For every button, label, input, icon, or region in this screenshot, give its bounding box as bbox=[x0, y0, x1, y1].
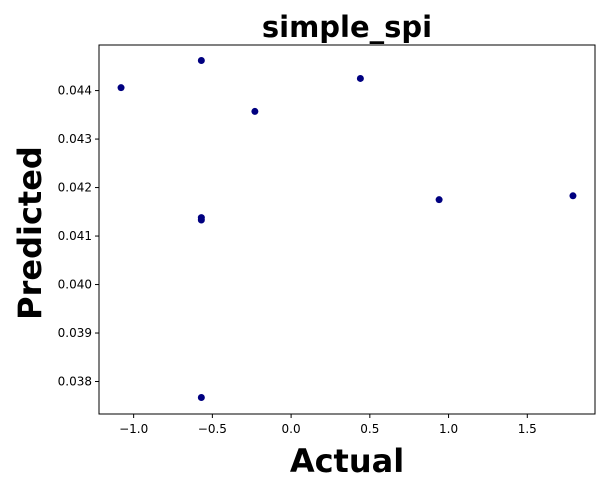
y-tick-label: 0.040 bbox=[58, 278, 92, 292]
x-tick-label: 0.5 bbox=[360, 422, 379, 436]
data-point bbox=[435, 196, 443, 204]
x-axis-label: Actual bbox=[290, 442, 404, 480]
x-tick-label: −0.5 bbox=[198, 422, 227, 436]
y-tick-label: 0.038 bbox=[58, 375, 92, 389]
y-tick-label: 0.039 bbox=[58, 326, 92, 340]
y-tick-label: 0.041 bbox=[58, 229, 92, 243]
data-point bbox=[569, 192, 577, 200]
x-tick-label: 1.0 bbox=[439, 422, 458, 436]
x-tick-label: −1.0 bbox=[119, 422, 148, 436]
data-point bbox=[197, 394, 205, 402]
x-tick-label: 1.5 bbox=[518, 422, 537, 436]
plot-frame bbox=[98, 44, 596, 415]
data-point bbox=[117, 84, 125, 92]
chart-title: simple_spi bbox=[262, 10, 432, 44]
data-point bbox=[251, 107, 259, 115]
x-tick-label: 0.0 bbox=[282, 422, 301, 436]
y-tick-label: 0.042 bbox=[58, 181, 92, 195]
y-axis-label: Predicted bbox=[11, 146, 49, 320]
data-point bbox=[197, 216, 205, 224]
y-tick-label: 0.043 bbox=[58, 132, 92, 146]
y-tick-label: 0.044 bbox=[58, 84, 92, 98]
data-point bbox=[197, 57, 205, 65]
data-point bbox=[356, 74, 364, 82]
